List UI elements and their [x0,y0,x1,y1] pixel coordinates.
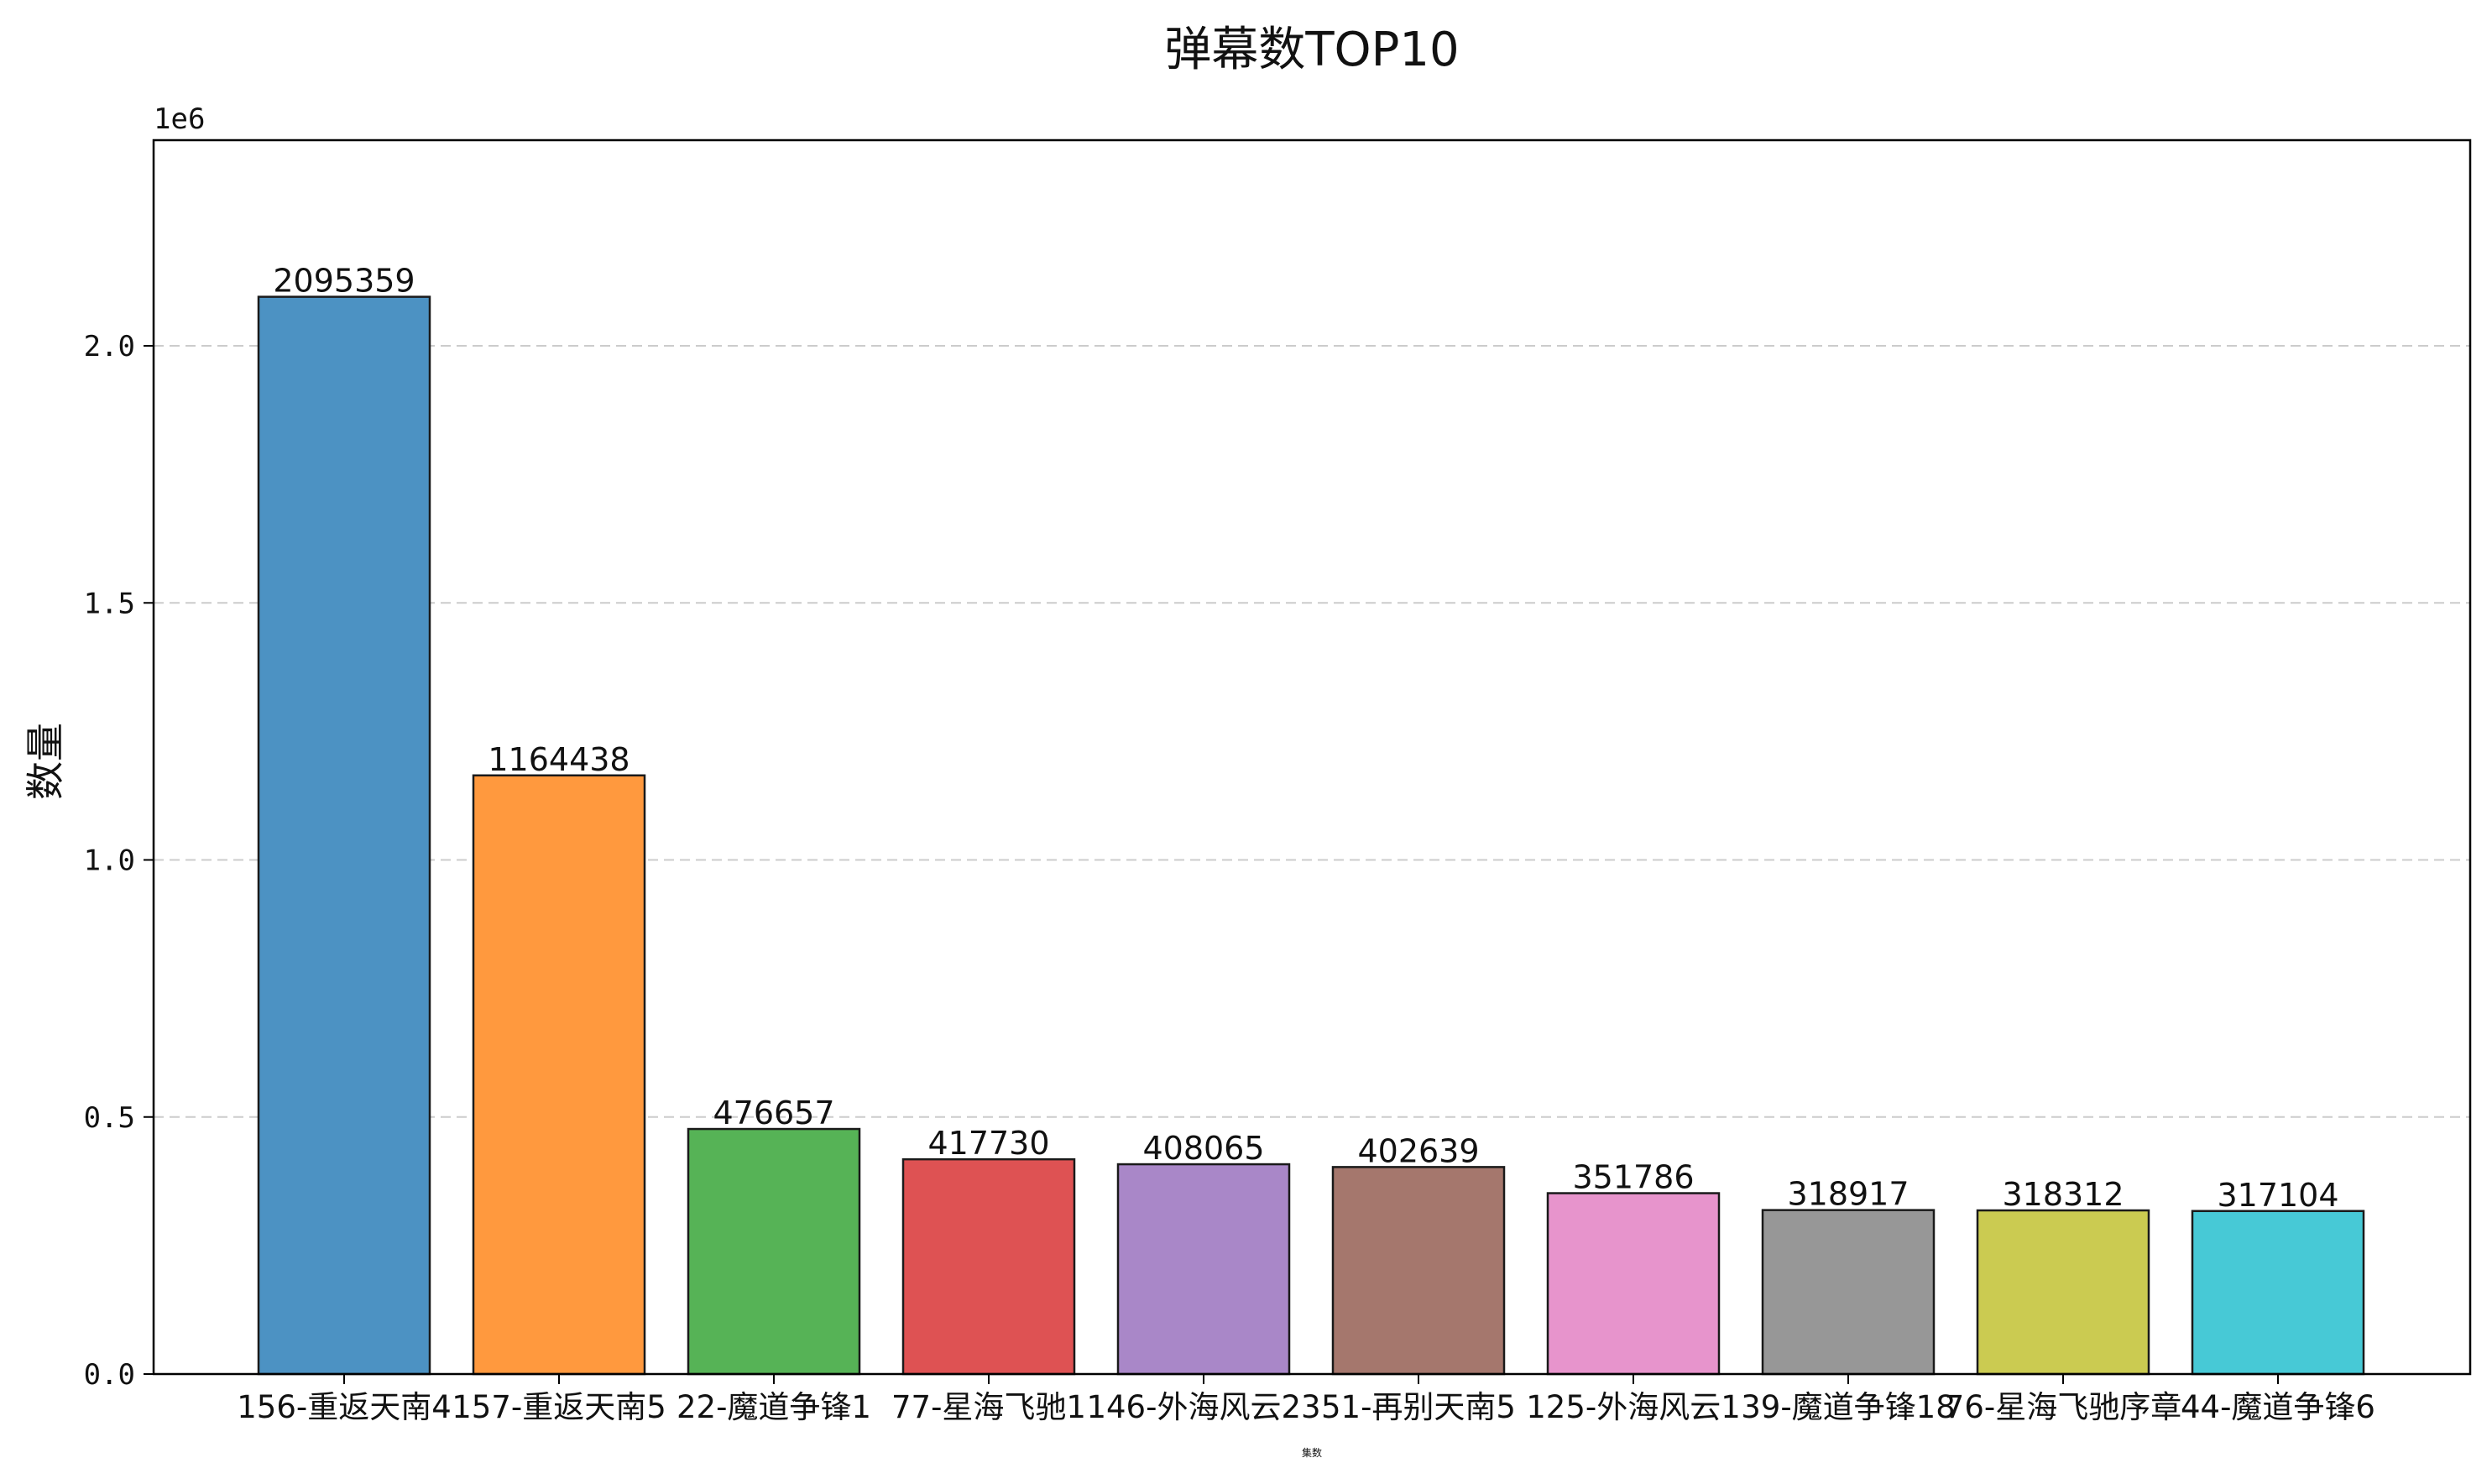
bar-value-label: 476657 [713,1095,834,1131]
bar-value-label: 317104 [2217,1177,2338,1214]
x-tick-label: 146-外海风云23 [1086,1389,1320,1425]
bar-value-label: 408065 [1142,1130,1264,1167]
bar-value-label: 402639 [1357,1132,1479,1169]
x-tick-label: 22-魔道争锋1 [677,1389,871,1425]
y-tick-label: 1.5 [84,587,135,620]
bars [257,295,2365,1376]
bar [1546,1192,1721,1376]
bar-value-label: 417730 [927,1125,1049,1162]
bar-value-label: 318312 [2002,1176,2124,1213]
x-tick-label: 44-魔道争锋6 [2181,1389,2375,1425]
bar [2191,1210,2365,1376]
axes: 0.0 0.5 1.0 1.5 2.0 156-重返天南4 157-重返天南5 22-魔道争锋… [84,330,2375,1425]
y-tick-label: 0.0 [84,1358,135,1392]
x-tick-label: 156-重返天南4 [237,1389,452,1425]
x-tick-label: 39-魔道争锋18 [1741,1389,1956,1425]
data-labels: 2095359 1164438 476657 417730 408065 402639 35… [273,263,2338,1214]
bar-value-label: 1164438 [488,741,630,778]
x-axis-label: 集数 [1302,1446,1322,1459]
y-tick-label: 1.0 [84,844,135,878]
bar [1116,1163,1291,1376]
y-axis-label: 数量 [23,723,68,800]
y-tick-label: 0.5 [84,1101,135,1135]
y-tick-label: 2.0 [84,330,135,363]
bar [901,1157,1076,1376]
plot-frame [152,138,2472,1376]
bar [472,774,646,1376]
bar-value-label: 318917 [1787,1176,1909,1213]
bar-value-label: 2095359 [273,263,415,300]
bar [687,1127,861,1376]
chart-title: 弹幕数TOP10 [1164,23,1459,77]
x-tick-label: 51-再别天南5 [1321,1389,1516,1425]
x-tick-label: 125-外海风云1 [1526,1389,1741,1425]
bar [1331,1166,1506,1376]
x-tick-label: 76-星海飞驰序章 [1945,1389,2181,1425]
bar [1976,1209,2150,1376]
bar [1761,1209,1936,1376]
bar [257,295,431,1376]
x-tick-label: 157-重返天南5 [452,1389,666,1425]
y-axis-offset-label: 1e6 [154,102,205,136]
x-tick-label: 77-星海飞驰1 [891,1389,1086,1425]
bar-value-label: 351786 [1572,1159,1694,1196]
